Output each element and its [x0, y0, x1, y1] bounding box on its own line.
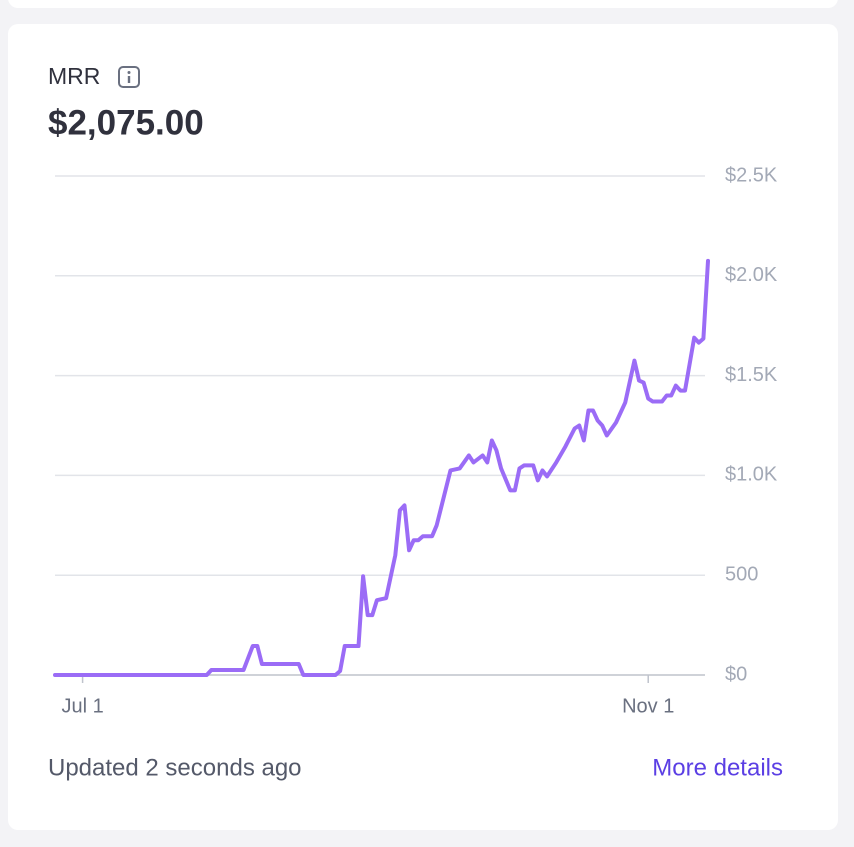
info-icon[interactable] [118, 66, 140, 88]
mrr-line [53, 258, 710, 677]
y-tick-label: 500 [725, 563, 758, 585]
y-tick-label: $1.5K [725, 364, 778, 386]
updated-text: Updated 2 seconds ago [48, 754, 302, 781]
card [8, 24, 838, 830]
y-tick-label: $2.5K [725, 164, 778, 186]
x-tick-label: Nov 1 [622, 695, 674, 717]
y-tick-label: $2.0K [725, 264, 778, 286]
title: MRR [48, 63, 100, 89]
card-above [8, 0, 838, 8]
value: $2,075.00 [48, 103, 204, 142]
more-details-link[interactable]: More details [652, 754, 783, 781]
x-tick-label: Jul 1 [61, 695, 103, 717]
y-tick-label: $1.0K [725, 464, 778, 486]
y-tick-label: $0 [725, 663, 747, 685]
